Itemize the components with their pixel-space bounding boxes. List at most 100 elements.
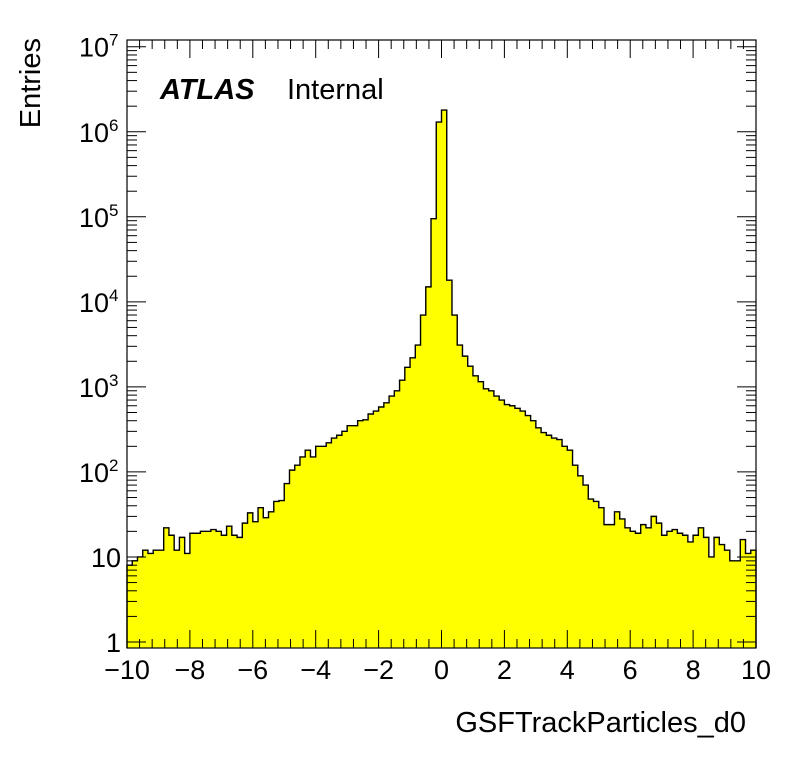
histogram-bar [666,531,673,648]
histogram-bar [142,550,149,648]
histogram-bar [698,527,704,648]
histogram-bar [535,427,542,648]
histogram-bar [588,499,594,648]
histogram-bar [404,367,411,648]
histogram-bar [745,553,752,648]
x-axis-label: GSFTrackParticles_d0 [455,707,746,739]
histogram-bar [504,404,510,648]
histogram-bar [682,535,689,648]
histogram-bar [609,524,615,648]
histogram-bar [525,415,531,648]
y-tick-label: 102 [79,456,119,488]
histogram-bar [656,523,662,648]
histogram-bar [619,518,626,648]
histogram-bar [541,432,547,648]
y-tick-label: 10 [91,543,121,573]
histogram-bar [750,550,757,648]
histogram-bar [546,435,552,648]
histogram-bar [147,553,154,648]
histogram-bar [258,507,264,648]
histogram-bar [231,535,238,648]
histogram-bar [268,511,275,648]
histogram-bar [341,431,348,648]
histogram-bar [640,524,647,648]
histogram-bar [478,381,484,648]
histogram-bar [651,516,657,648]
histogram-bar [446,280,453,648]
histogram-bar [273,501,280,648]
histogram-bar [289,470,296,648]
histogram-bar [174,550,180,648]
y-tick-label: 106 [79,116,119,148]
histogram-bar [703,537,710,648]
x-tick-label: −6 [237,655,268,685]
histogram-bar [347,425,353,648]
x-tick-label: 6 [623,655,638,685]
histogram-bar [457,345,463,648]
histogram-bar [603,524,610,648]
histogram-bar [509,405,516,648]
histogram-bar [672,529,678,648]
histogram-bar [472,375,479,648]
histogram-bar [420,315,427,648]
histogram-bar [137,556,144,648]
histogram-bar [383,402,390,648]
atlas-label: ATLAS [159,74,255,106]
histogram-bars [127,110,757,649]
histogram-bar [514,408,521,648]
histogram-bar [394,390,400,648]
histogram-bar [252,521,259,648]
histogram-bar [216,531,222,648]
histogram-bar [336,435,343,648]
histogram-bar [462,356,469,648]
histogram-bar [415,345,421,648]
histogram-bar [677,533,683,648]
histogram-bar [593,501,600,648]
histogram-bar [362,419,369,648]
histogram-bar [577,475,584,648]
histogram-bar [708,556,715,648]
y-axis-tick-labels: 1 10 102 103 104 105 106 107 [79,31,121,658]
histogram-bar [320,446,327,648]
histogram-bar [551,438,558,648]
y-tick-label: 103 [79,371,119,403]
histogram-bar [431,218,437,649]
histogram-bar [740,539,746,648]
histogram-bar [373,411,379,648]
y-tick-label: 105 [79,201,119,233]
histogram-bar [630,531,636,648]
histogram-bar [189,533,196,648]
histogram-bar [315,446,322,648]
histogram-bar [389,396,395,648]
y-tick-label: 104 [79,286,119,318]
histogram-bar [719,544,725,648]
histogram-bar [399,380,406,648]
x-tick-label: 4 [560,655,575,685]
histogram-bar [237,537,243,648]
x-axis-ticks [126,40,757,648]
histogram-bar [294,465,301,648]
x-tick-label: 8 [686,655,701,685]
histogram-bar [184,553,191,648]
histogram-bar [179,537,185,648]
histogram-bar [661,535,668,648]
x-tick-label: 2 [497,655,512,685]
histogram-bar [520,411,526,648]
histogram-bar [210,529,217,648]
x-tick-label: −2 [363,655,394,685]
histogram-bar [451,315,458,648]
histogram-bar [499,400,505,648]
histogram-bar [735,560,741,648]
histogram-bar [729,560,736,648]
histogram-bar [410,357,416,648]
histogram-bar [724,550,731,648]
histogram-bar [305,450,311,648]
histogram-bar [158,550,164,648]
histogram-bar [556,439,563,648]
histogram-bar [436,122,442,649]
y-tick-label: 107 [79,31,119,63]
histogram-bar [247,512,254,648]
histogram-bar [279,500,285,648]
x-tick-label: −4 [300,655,331,685]
histogram-bar [163,527,170,648]
